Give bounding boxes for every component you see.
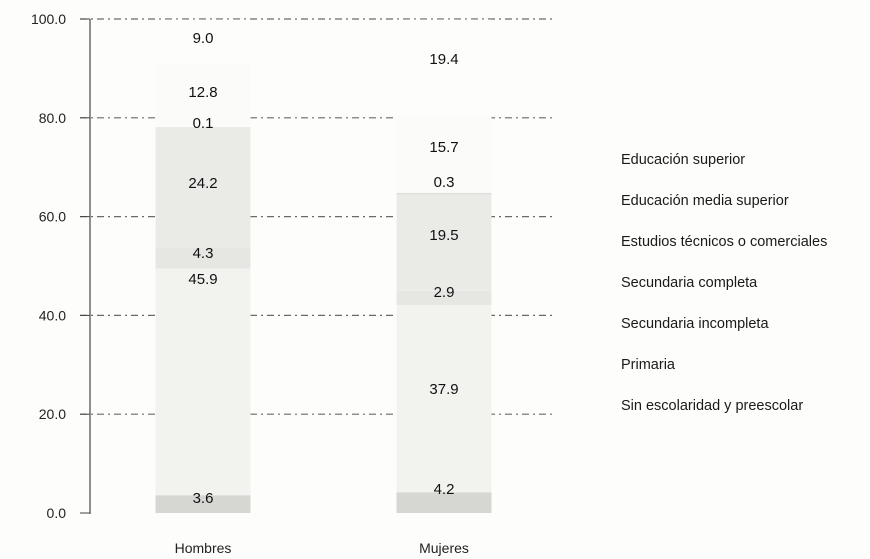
bar-segment: [396, 492, 492, 513]
data-label: 4.2: [434, 481, 455, 498]
y-tick-label: 100.0: [31, 11, 66, 27]
data-label: 0.3: [434, 174, 455, 191]
data-label: 37.9: [429, 381, 458, 398]
data-label: 3.6: [193, 490, 214, 507]
bar-segment: [155, 495, 251, 513]
bar-segment: [155, 127, 251, 128]
data-label: 15.7: [429, 139, 458, 156]
y-tick-label: 40.0: [39, 307, 66, 323]
data-label: 9.0: [193, 30, 214, 47]
data-label: 19.5: [429, 227, 458, 244]
bar-segment: [396, 115, 492, 193]
legend-item-educacion-superior: Educación superior: [621, 152, 746, 168]
data-label: 2.9: [434, 284, 455, 301]
y-tick-label: 20.0: [39, 406, 66, 422]
legend: Educación superior Educación media super…: [621, 148, 827, 435]
legend-item-educacion-media-superior: Educación media superior: [621, 193, 789, 209]
bar-segment: [155, 247, 251, 269]
bar-segment: [155, 63, 251, 128]
data-label: 45.9: [188, 271, 217, 288]
bar-segment: [155, 19, 251, 64]
bar-segment: [396, 290, 492, 306]
bar-segment: [155, 268, 251, 496]
bar-segment: [396, 192, 492, 195]
bar-segment: [396, 305, 492, 493]
data-label: 4.3: [193, 245, 214, 262]
y-tick-label: 60.0: [39, 209, 66, 225]
y-tick-label: 0.0: [47, 505, 67, 521]
data-label: 24.2: [188, 175, 217, 192]
bar-segment: [396, 19, 492, 116]
bar-segment: [396, 194, 492, 291]
bar-segment: [155, 127, 251, 248]
data-label: 12.8: [188, 84, 217, 101]
legend-item-sin-escolaridad: Sin escolaridad y preescolar: [621, 398, 804, 414]
legend-item-estudios-tecnicos: Estudios técnicos o comerciales: [621, 234, 828, 250]
x-category-label: Hombres: [175, 540, 232, 556]
data-label: 19.4: [429, 51, 458, 68]
legend-item-primaria: Primaria: [621, 357, 675, 373]
legend-item-secundaria-completa: Secundaria completa: [621, 275, 758, 291]
legend-item-secundaria-incompleta: Secundaria incompleta: [621, 316, 769, 332]
x-category-label: Mujeres: [419, 540, 469, 556]
y-tick-label: 80.0: [39, 110, 66, 126]
data-label: 0.1: [193, 115, 214, 132]
